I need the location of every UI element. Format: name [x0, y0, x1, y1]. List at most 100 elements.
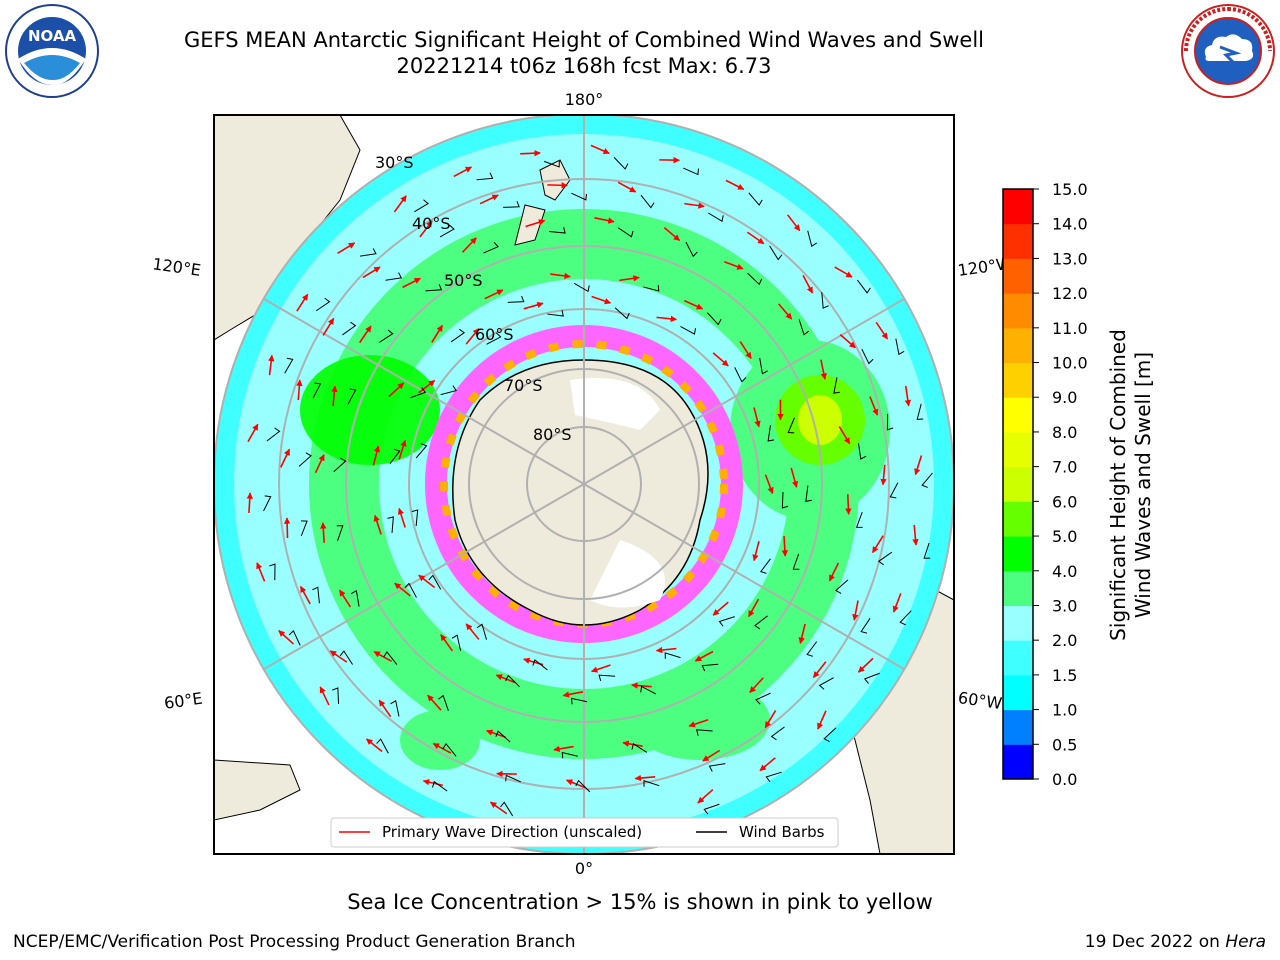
- colorbar-tick-label: 11.0: [1052, 319, 1088, 338]
- colorbar-swatch: [1003, 397, 1033, 433]
- wind-barb: [759, 357, 768, 375]
- wave-direction-arrow: [798, 623, 806, 644]
- wind-barb: [547, 310, 564, 317]
- colorbar-tick-label: 0.0: [1052, 770, 1077, 789]
- wind-barb: [886, 413, 894, 431]
- wave-direction-arrow: [838, 426, 851, 445]
- wave-direction-arrow: [427, 694, 442, 711]
- wave-direction-arrow: [723, 261, 744, 270]
- wave-direction-arrow: [759, 757, 776, 772]
- wave-direction-arrow: [746, 231, 765, 245]
- wave-direction-arrow: [591, 664, 611, 673]
- wave-direction-arrow: [490, 801, 508, 815]
- wind-barb: [389, 448, 401, 465]
- wind-barb: [923, 542, 931, 559]
- wave-direction-arrow: [329, 650, 348, 663]
- wind-barb: [266, 427, 281, 442]
- wave-direction-arrow: [820, 359, 827, 380]
- wave-direction-arrow: [857, 657, 874, 673]
- wind-barb: [614, 307, 630, 320]
- colorbar-swatch: [1003, 501, 1033, 537]
- wave-direction-arrow: [817, 710, 827, 730]
- wave-direction-arrow: [778, 303, 793, 320]
- wave-direction-arrow: [656, 315, 678, 323]
- wave-direction-arrow: [914, 455, 923, 476]
- wind-barb: [575, 779, 591, 793]
- wind-barb: [263, 495, 272, 512]
- wind-barb: [857, 443, 867, 460]
- wave-direction-arrow: [663, 226, 681, 242]
- wind-barb: [425, 284, 443, 292]
- wave-direction-arrow: [753, 407, 761, 428]
- wave-direction-arrow: [418, 379, 436, 394]
- wind-barb: [336, 525, 344, 542]
- footer-date-text: 19 Dec 2022 on: [1084, 932, 1226, 952]
- wave-direction-arrow: [422, 779, 444, 787]
- wind-barb: [734, 367, 747, 383]
- wave-direction-arrow: [394, 582, 411, 597]
- colorbar-tick-label: 10.0: [1052, 354, 1088, 373]
- footer-host: Hera: [1225, 932, 1266, 952]
- wave-direction-arrow: [398, 439, 407, 460]
- wave-direction-arrow: [852, 600, 859, 621]
- wave-direction-arrow: [486, 729, 506, 739]
- wind-barb: [415, 443, 428, 459]
- wind-barb: [570, 697, 588, 705]
- wind-barb: [544, 160, 560, 168]
- wave-direction-arrow: [683, 299, 704, 310]
- wave-direction-arrow: [749, 677, 764, 694]
- wind-barb: [664, 652, 681, 659]
- colorbar-tick-label: 9.0: [1052, 388, 1077, 407]
- wave-direction-arrow: [495, 674, 516, 684]
- wave-direction-arrow: [397, 507, 406, 528]
- lat-label-60s: 60°S: [475, 325, 514, 344]
- footer-credit: NCEP/EMC/Verification Post Processing Pr…: [13, 932, 576, 952]
- wave-direction-arrow: [440, 634, 454, 652]
- wind-barb: [823, 727, 837, 743]
- wave-direction-arrow: [725, 179, 745, 191]
- wave-direction-arrow: [634, 774, 656, 782]
- wind-barb: [390, 700, 400, 717]
- wave-direction-arrow: [331, 385, 338, 407]
- wave-direction-arrow: [694, 650, 714, 662]
- wave-direction-arrow: [712, 601, 729, 616]
- wave-direction-arrow: [812, 661, 827, 679]
- colorbar-label-line1: Significant Height of Combined: [1106, 329, 1130, 641]
- wave-direction-arrow: [465, 328, 480, 345]
- wind-barb: [685, 241, 698, 258]
- wind-barb: [450, 328, 466, 343]
- wind-barb: [921, 472, 933, 488]
- wave-direction-arrow: [871, 535, 884, 554]
- wind-barb: [781, 491, 789, 509]
- wind-barb: [439, 224, 455, 238]
- wave-direction-arrow: [461, 237, 477, 253]
- wave-direction-arrow: [845, 494, 852, 515]
- colorbar-swatch: [1003, 223, 1033, 259]
- wind-barb: [410, 387, 427, 399]
- wind-barb: [805, 485, 812, 503]
- wave-direction-arrow: [553, 745, 574, 753]
- colorbar-swatch: [1003, 536, 1033, 572]
- wave-direction-arrow: [388, 382, 405, 398]
- wind-barb: [807, 230, 818, 248]
- wave-direction-arrow: [337, 242, 356, 255]
- wave-direction-arrow: [617, 181, 637, 193]
- wave-direction-arrow: [358, 325, 372, 344]
- wave-direction-arrow: [764, 474, 774, 494]
- colorbar-swatch: [1003, 570, 1033, 606]
- wind-barb: [385, 272, 403, 281]
- colorbar-tick-label: 7.0: [1052, 458, 1077, 477]
- colorbar-tick-label: 15.0: [1052, 180, 1088, 199]
- wave-direction-arrow: [547, 182, 568, 189]
- wind-barb: [747, 272, 763, 286]
- wave-direction-arrow: [402, 277, 421, 289]
- wind-barb: [332, 687, 340, 704]
- lon-label-60e: 60°E: [163, 689, 204, 713]
- wind-barb: [792, 553, 800, 570]
- wave-direction-arrow: [591, 295, 612, 305]
- wind-barb: [451, 634, 462, 651]
- wind-barb: [428, 574, 442, 590]
- wind-barb: [895, 338, 905, 356]
- wave-direction-arrow: [362, 266, 381, 279]
